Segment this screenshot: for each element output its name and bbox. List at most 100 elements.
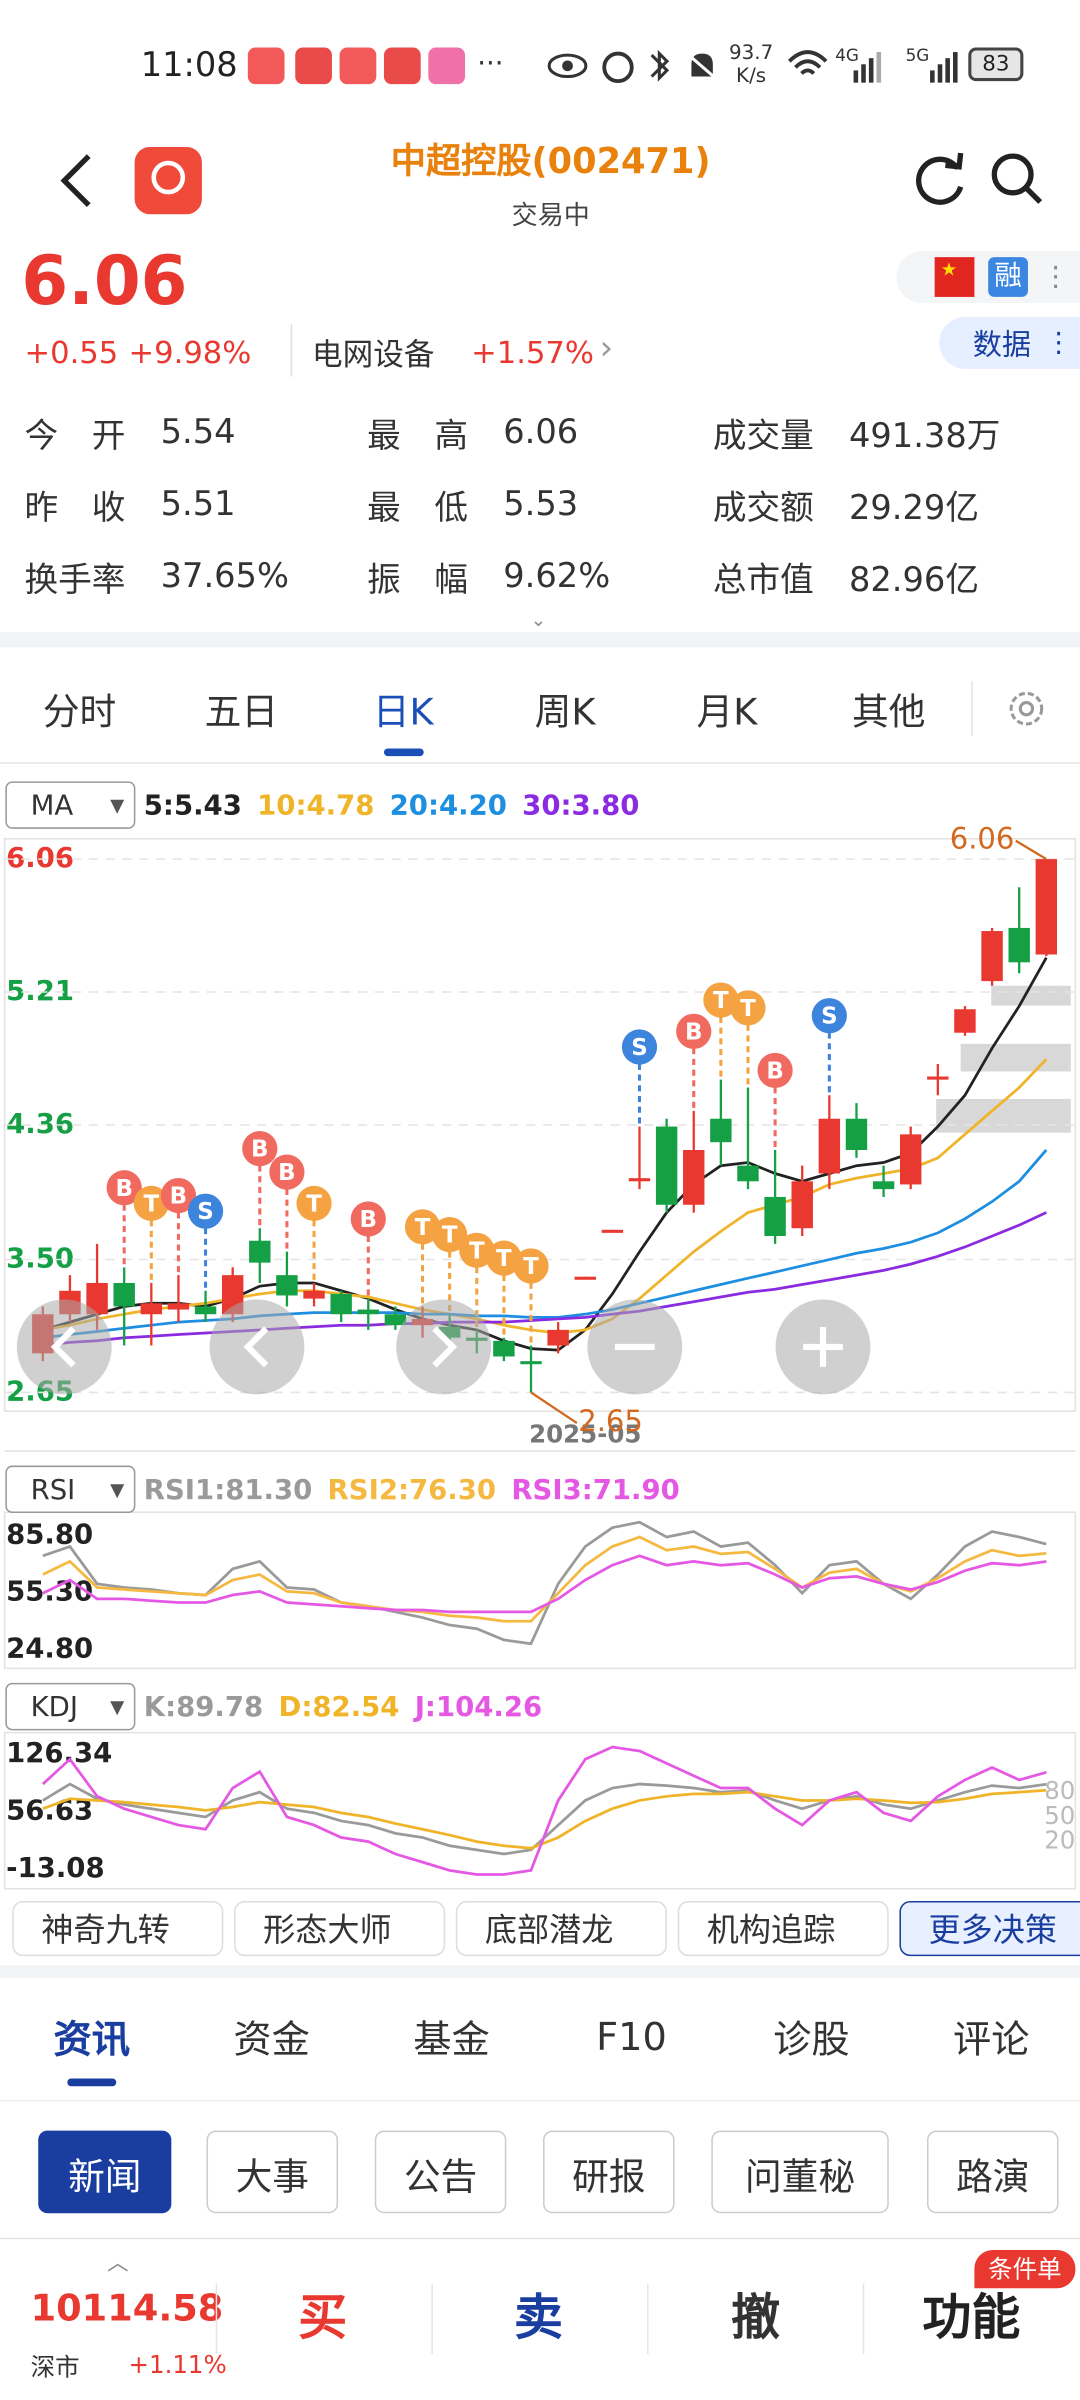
y-tick-label: 6.06 [6,842,74,874]
indicator-line [42,1149,1048,1340]
buy-button[interactable]: 买 [298,2288,348,2347]
signal-label: B [278,1160,295,1186]
signal-label: T [713,988,729,1014]
period-tab[interactable]: 日K [372,691,434,734]
news-tab[interactable] [926,2130,1059,2214]
stock-title: 中超控股(002471) [390,142,711,183]
candle-body [601,1229,624,1233]
legend-entry: 5:5.43 [144,790,242,822]
data-button-dots: ⋮ [1044,326,1073,359]
signal-marker [242,1131,278,1167]
candle-body [167,1303,190,1310]
indicator-line [42,1535,1047,1623]
strategy-button[interactable]: 形态大师 [234,1901,446,1957]
indicator-line [41,1745,1047,1876]
news-tab[interactable] [711,2130,889,2214]
period-tab[interactable]: 月K [696,691,758,734]
signal-marker [730,990,766,1026]
candle-body [520,1361,542,1365]
news-tab[interactable] [374,2130,507,2214]
annotation-leader [1015,839,1047,861]
settings-button[interactable] [1000,683,1052,735]
strategy-button[interactable]: 神奇九转 [12,1901,224,1957]
back-button[interactable] [46,147,107,214]
refresh-button[interactable] [906,147,973,214]
divider [862,2283,865,2355]
indicator-line [42,1788,1047,1850]
stat-value: 29.29亿 [848,489,979,529]
chart-controls [16,1299,871,1395]
margin-badge: 融 [988,257,1028,297]
app-icon [134,146,202,215]
signal-label: T [415,1215,431,1241]
signal-label: T [523,1254,539,1280]
cancel-button[interactable]: 撤 [731,2288,781,2347]
signal-marker [269,1154,305,1190]
stat-value: 37.65% [160,557,289,597]
annotation-leader [530,1391,578,1425]
sell-button[interactable]: 卖 [513,2288,563,2347]
price: 6.06 [21,242,188,321]
y-tick-label: 5.21 [6,975,74,1007]
signal-label: B [360,1207,377,1233]
news-tab-label: 新闻 [68,2155,142,2199]
info-tab[interactable]: 评论 [952,2017,1030,2062]
indicator-select[interactable] [5,1682,136,1731]
page-left[interactable] [209,1299,305,1395]
index-value[interactable]: 10114.58 [30,2286,224,2330]
stat-label: 振 幅 [367,561,469,600]
signal-marker [187,1193,224,1229]
info-tab[interactable]: 诊股 [773,2017,850,2062]
rsi-frame [3,1511,1077,1670]
legend-entry: 10:4.78 [257,790,374,822]
index-expand[interactable]: ︿ [107,2251,129,2277]
scroll-left[interactable] [16,1299,112,1395]
sector-change: +1.57% [471,333,594,371]
time: 11:08 [140,46,238,85]
change: +0.55 [24,333,119,371]
info-tab[interactable]: F10 [596,2015,667,2060]
signal-marker [106,1170,142,1206]
signal-marker [811,998,847,1034]
battery-level: 83 [982,52,1010,77]
candle-body [357,1309,379,1315]
info-tab[interactable]: 基金 [413,2017,490,2062]
data-button[interactable] [939,316,1080,369]
sector[interactable]: 电网设备 [312,335,435,373]
y-tick-label: 24.80 [6,1633,93,1665]
page-right[interactable] [396,1299,492,1395]
strategy-button[interactable]: 更多决策 [899,1901,1080,1957]
indicator-select[interactable] [5,781,136,829]
candle-body [86,1282,108,1315]
indicator-select[interactable] [5,1465,136,1513]
conditional-order-badge: 条件单 [974,2249,1076,2289]
info-tab[interactable]: 资金 [233,2017,310,2062]
sector-arrow[interactable]: › [599,329,614,369]
zoom-out[interactable] [587,1299,683,1395]
period-tab[interactable]: 分时 [42,691,117,734]
period-tab[interactable]: 周K [534,691,596,734]
badge-more[interactable]: ⋮ [1041,260,1070,294]
notification-icons [247,47,466,85]
candle-body [628,1178,651,1182]
indicator-name: KDJ [31,1691,78,1723]
signal-label: T [143,1191,159,1217]
strategy-button[interactable]: 底部潜龙 [455,1901,667,1957]
tab-border [0,2099,1080,2102]
search-button[interactable] [985,147,1052,214]
strategy-button-label: 神奇九转 [41,1911,170,1949]
functions-button[interactable]: 功能 [922,2288,1021,2347]
stat-value: 6.06 [503,414,579,453]
news-tab[interactable] [38,2130,172,2214]
zoom-in[interactable] [775,1299,871,1395]
strategy-button[interactable]: 机构追踪 [677,1901,889,1957]
info-tab[interactable]: 资讯 [53,2017,131,2062]
period-tab[interactable]: 其他 [852,691,926,734]
news-tab[interactable] [543,2130,675,2214]
expand-chevron[interactable]: ⌄ [530,609,547,631]
period-tab[interactable]: 五日 [204,691,279,734]
y-tick-label: 126.34 [6,1737,112,1769]
news-tab[interactable] [206,2130,339,2214]
signal-marker [513,1248,549,1284]
candle-body [1035,859,1058,955]
